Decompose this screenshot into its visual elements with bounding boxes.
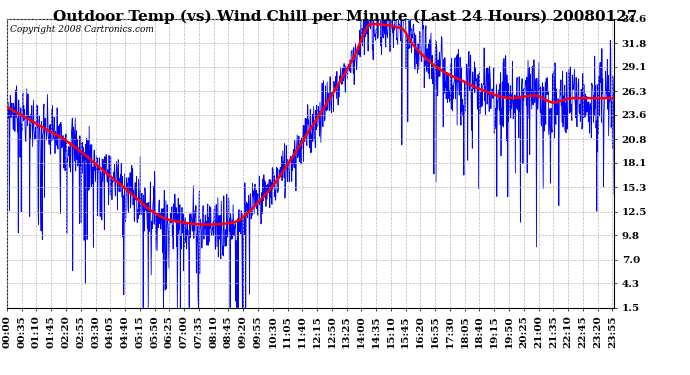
Text: Copyright 2008 Cartronics.com: Copyright 2008 Cartronics.com (10, 24, 154, 33)
Text: Outdoor Temp (vs) Wind Chill per Minute (Last 24 Hours) 20080127: Outdoor Temp (vs) Wind Chill per Minute … (53, 9, 637, 24)
